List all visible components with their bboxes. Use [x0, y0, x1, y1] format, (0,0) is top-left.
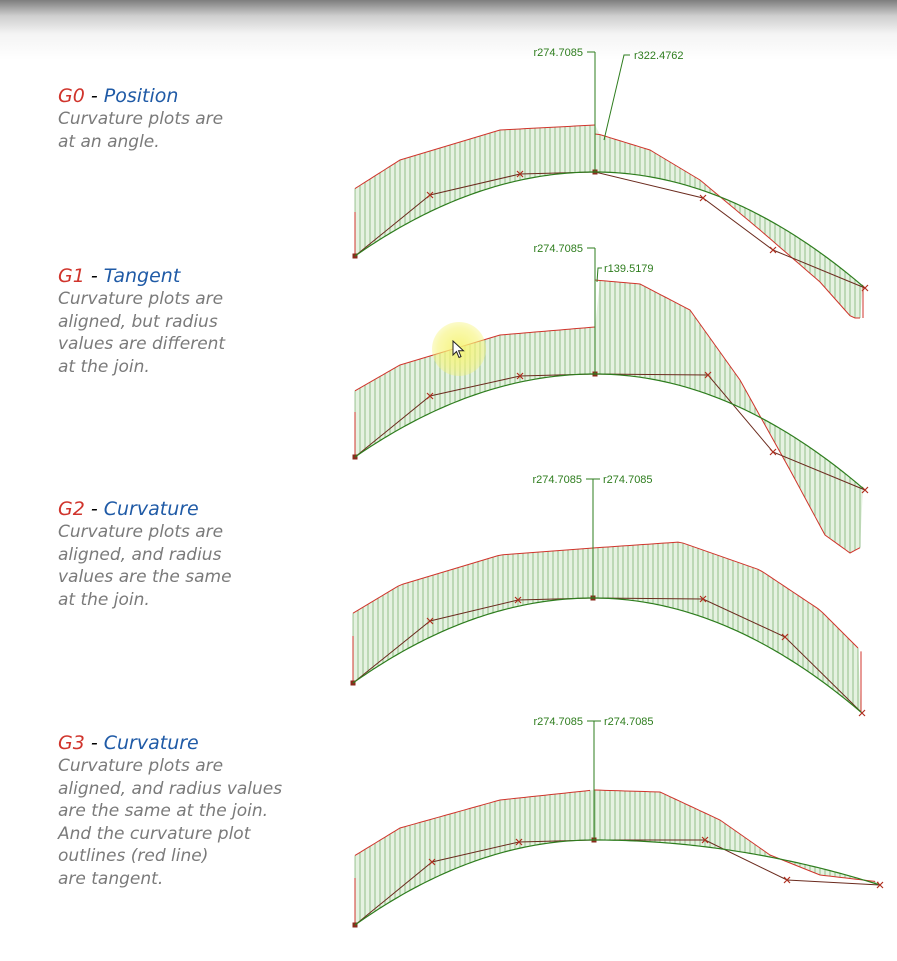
radius-label-right: r322.4762 [634, 50, 684, 62]
radius-label-left: r274.7085 [533, 243, 583, 255]
diagram-g2: r274.7085 r274.7085 [351, 474, 866, 716]
diagram-g3: r274.7085 r274.7085 [353, 716, 884, 928]
curvature-comb [355, 280, 863, 553]
curvature-comb [353, 542, 861, 712]
diagram-g1: r274.7085 r139.5179 [353, 243, 869, 553]
comb-fill [355, 280, 863, 553]
radius-label-right: r274.7085 [604, 716, 654, 728]
radius-label-left: r274.7085 [533, 716, 583, 728]
control-point [770, 449, 776, 455]
comb-fill [355, 790, 878, 925]
radius-label-right: r139.5179 [604, 263, 654, 275]
comb-fill [353, 542, 861, 712]
radius-label-left: r274.7085 [533, 47, 583, 59]
radius-label-right: r274.7085 [603, 474, 653, 486]
radius-label-left: r274.7085 [532, 474, 582, 486]
diagram-g0: r274.7085 r322.4762 [353, 47, 869, 318]
radius-leader-right [604, 55, 630, 140]
curvature-comb [355, 790, 878, 925]
mouse-pointer-icon [452, 340, 466, 360]
control-point [770, 247, 776, 253]
